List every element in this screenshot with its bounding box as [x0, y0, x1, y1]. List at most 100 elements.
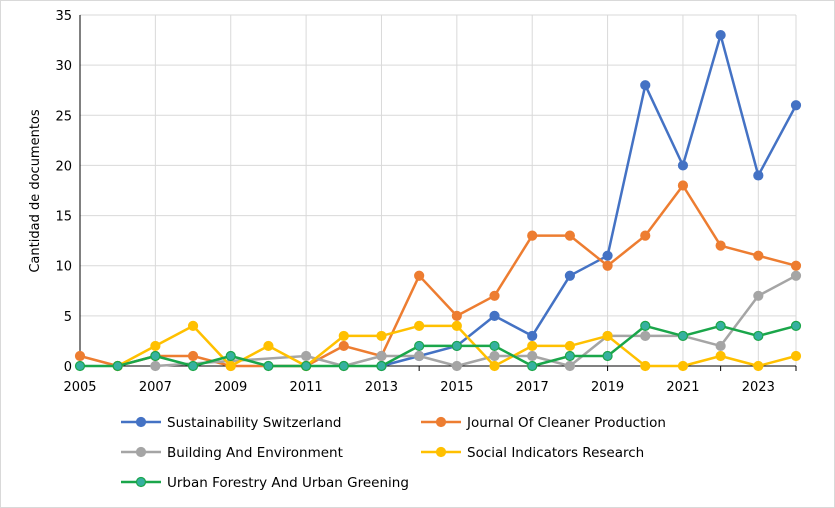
x-tick-label: 2015 — [440, 380, 473, 395]
data-point — [263, 360, 274, 372]
data-point — [527, 330, 538, 342]
data-point — [790, 260, 802, 271]
data-point — [715, 240, 726, 251]
data-point — [753, 360, 764, 372]
legend-swatch-marker — [135, 476, 147, 488]
legend-swatch-marker — [135, 416, 147, 428]
legend-swatch-marker — [135, 446, 147, 458]
tick-labels: 0 5 10 15 20 25 30 35 2005 2007 2009 2011 2013 2015 20… — [55, 9, 774, 395]
legend-item: Social Indicators Research — [421, 445, 644, 461]
series-social-indicators-research — [112, 320, 802, 372]
data-point — [150, 340, 161, 352]
data-point — [715, 29, 726, 41]
y-tick-label: 5 — [64, 310, 72, 325]
data-point — [753, 290, 764, 301]
data-point — [564, 230, 575, 241]
data-point — [187, 360, 199, 372]
data-point — [451, 310, 462, 321]
series-line — [381, 33, 798, 368]
data-point — [414, 270, 425, 281]
data-point — [489, 350, 500, 362]
data-point — [527, 230, 538, 241]
legend-swatch-marker — [435, 446, 447, 458]
data-point — [414, 350, 425, 362]
grid — [80, 14, 797, 366]
data-point — [489, 340, 500, 352]
data-point — [640, 330, 651, 342]
data-point — [790, 100, 802, 111]
legend-item: Building And Environment — [121, 445, 343, 461]
legend-label: Journal Of Cleaner Production — [466, 415, 666, 431]
x-tick-label: 2011 — [290, 380, 323, 395]
data-point — [640, 230, 651, 241]
legend-label: Urban Forestry And Urban Greening — [167, 475, 409, 491]
x-tick-label: 2005 — [63, 380, 96, 395]
data-point — [715, 350, 726, 362]
legend-label: Social Indicators Research — [467, 445, 644, 461]
series-line — [80, 324, 797, 368]
series-sustainability-switzerland — [376, 29, 802, 372]
data-point — [376, 330, 387, 342]
data-point — [187, 320, 199, 331]
data-point — [677, 180, 689, 191]
data-point — [564, 270, 575, 281]
data-point — [150, 350, 161, 362]
data-point — [225, 350, 236, 362]
x-tick-label: 2019 — [591, 380, 624, 395]
data-point — [376, 350, 387, 362]
data-point — [602, 350, 613, 362]
legend-swatch-marker — [435, 416, 447, 428]
series-line — [155, 274, 797, 368]
data-point — [263, 340, 274, 352]
data-point — [602, 330, 613, 342]
y-tick-label: 0 — [64, 360, 72, 375]
legend-label: Building And Environment — [167, 445, 343, 461]
legend-label: Sustainability Switzerland — [167, 415, 341, 431]
data-point — [564, 340, 575, 352]
legend-item: Journal Of Cleaner Production — [421, 415, 666, 431]
data-point — [414, 340, 425, 352]
series-urban-forestry-and-urban-greening — [74, 320, 802, 372]
x-tick-label: 2009 — [214, 380, 247, 395]
data-point — [715, 340, 726, 352]
legend-item: Sustainability Switzerland — [121, 415, 341, 431]
x-tick-label: 2023 — [742, 380, 775, 395]
data-point — [602, 250, 613, 261]
y-tick-label: 20 — [55, 159, 72, 174]
data-point — [489, 290, 500, 301]
data-point — [451, 340, 462, 352]
data-point — [640, 320, 651, 331]
data-point — [112, 360, 123, 372]
y-tick-label: 35 — [55, 9, 72, 24]
data-point — [451, 320, 462, 331]
data-point — [715, 320, 726, 331]
data-point — [640, 360, 651, 372]
data-point — [489, 310, 500, 321]
y-tick-label: 25 — [55, 109, 72, 124]
data-point — [338, 340, 349, 352]
data-point — [677, 160, 689, 171]
data-point — [602, 260, 613, 271]
legend-item: Urban Forestry And Urban Greening — [121, 475, 409, 491]
data-point — [150, 360, 161, 372]
data-point — [790, 270, 802, 281]
x-tick-label: 2017 — [516, 380, 549, 395]
y-axis-title: Cantidad de documentos — [28, 109, 43, 273]
series-layer — [74, 29, 802, 372]
data-point — [677, 360, 689, 372]
data-point — [564, 360, 575, 372]
x-tick-label: 2021 — [666, 380, 699, 395]
series-journal-of-cleaner-production — [74, 180, 802, 372]
legend: Sustainability Switzerland Journal Of Cle… — [121, 415, 666, 491]
data-point — [527, 340, 538, 352]
y-tick-label: 10 — [55, 260, 72, 275]
series-line — [79, 184, 797, 368]
y-tick-label: 15 — [55, 210, 72, 225]
data-point — [376, 360, 387, 372]
data-point — [74, 360, 86, 372]
data-point — [301, 360, 312, 372]
data-point — [187, 350, 199, 362]
data-point — [753, 250, 764, 261]
x-tick-label: 2007 — [139, 380, 172, 395]
